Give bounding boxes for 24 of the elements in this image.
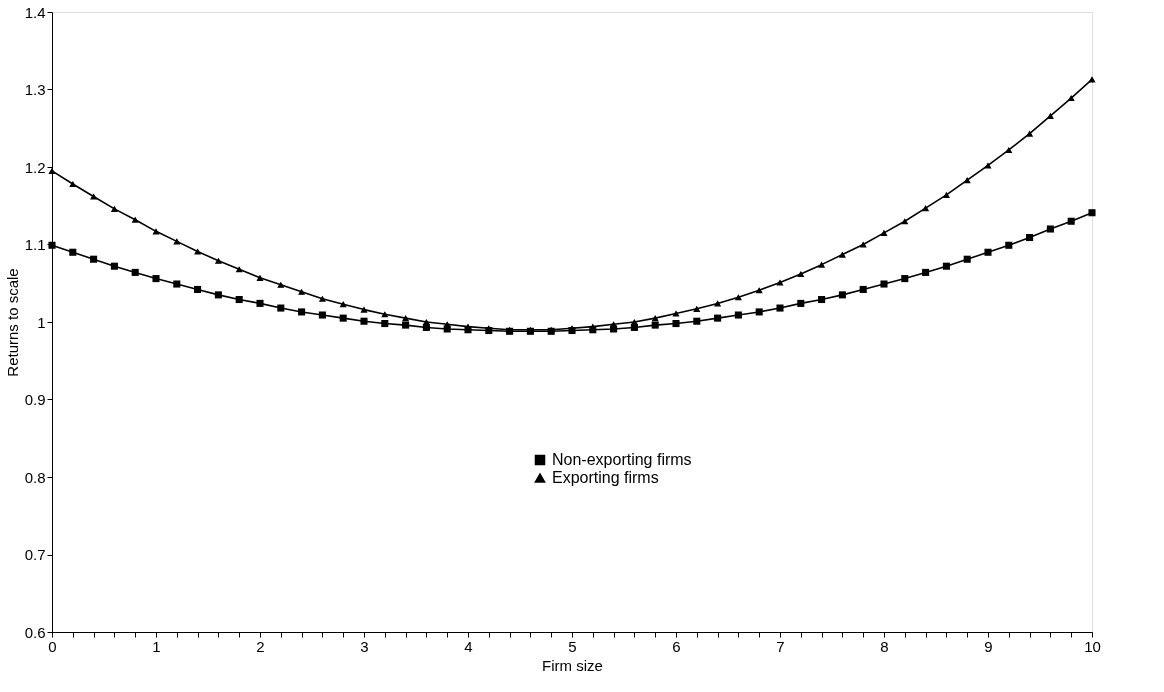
x-tick-label: 0	[48, 637, 57, 655]
x-tick-label: 4	[464, 637, 473, 655]
y-tick-label: 0.7	[24, 546, 46, 563]
x-tick-label: 1	[152, 637, 161, 655]
x-tick-label: 9	[984, 637, 993, 655]
y-tick-label: 1.1	[24, 236, 46, 253]
y-tick-label: 1	[37, 313, 46, 331]
y-tick-label: 1.2	[24, 158, 46, 176]
legend-label: Exporting firms	[552, 469, 659, 486]
y-tick-label: 1.4	[24, 3, 46, 21]
y-tick-label: 1.3	[24, 81, 46, 98]
x-tick-label: 8	[880, 637, 889, 655]
x-tick-label: 10	[1084, 637, 1101, 655]
x-tick-label: 6	[672, 637, 681, 655]
y-tick-label: 0.8	[24, 468, 46, 486]
y-axis-title: Returns to scale	[3, 268, 21, 377]
y-tick-label: 0.6	[24, 623, 46, 641]
x-tick-label: 7	[776, 637, 785, 655]
x-tick-label: 3	[360, 637, 369, 655]
y-tick-label: 0.9	[24, 391, 46, 408]
x-axis-title: Firm size	[542, 656, 603, 674]
x-tick-label: 5	[568, 637, 577, 655]
x-tick-label: 2	[256, 637, 265, 655]
legend-label: Non-exporting firms	[552, 451, 692, 468]
